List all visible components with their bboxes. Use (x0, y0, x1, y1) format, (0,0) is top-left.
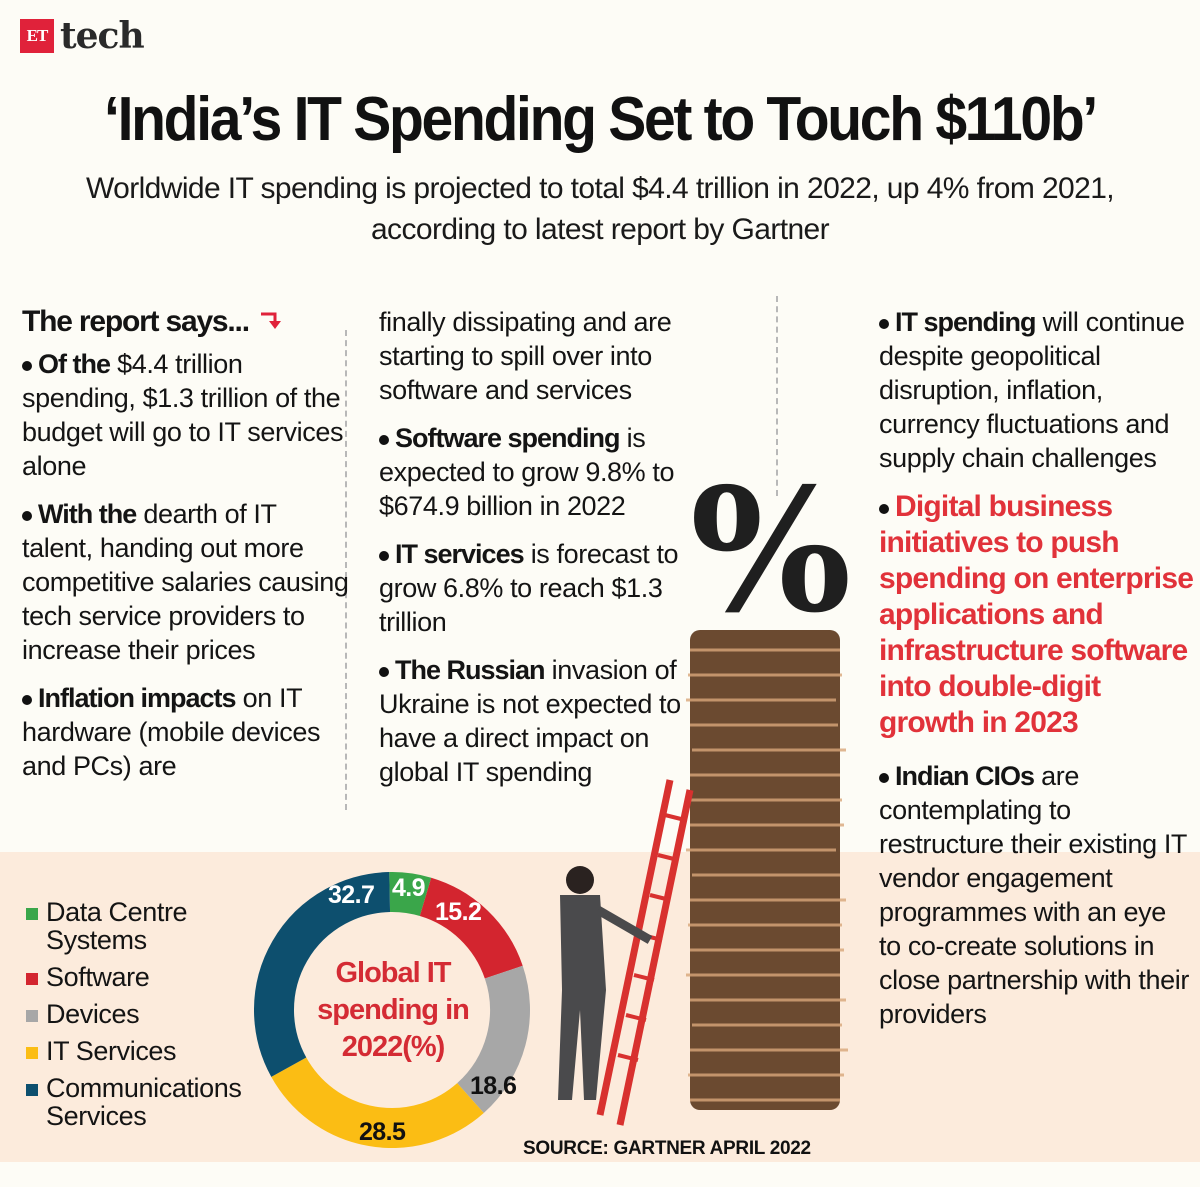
donut-chart (254, 872, 530, 1148)
legend-swatch-red (26, 973, 38, 985)
svg-text:%: % (690, 470, 852, 651)
bullet-icon (22, 361, 32, 371)
coin-stack-ladder-illustration: % (558, 470, 852, 1126)
bullet-icon (879, 319, 889, 329)
page-subtitle: Worldwide IT spending is projected to to… (85, 172, 1115, 246)
report-item: With the dearth of IT talent, handing ou… (22, 499, 349, 665)
logo-word: tech (60, 15, 145, 57)
bullet-icon (879, 773, 889, 783)
legend-swatch-green (26, 908, 38, 920)
red-ladder (596, 779, 694, 1126)
red-down-right-arrow-icon (259, 305, 283, 339)
report-item: IT services is forecast to grow 6.8% to … (379, 539, 679, 637)
legend-swatch-grey (26, 1010, 38, 1022)
donut-segment-data-centre-systems (389, 872, 432, 917)
legend-item: Software (26, 963, 256, 991)
donut-center-label: Global IT spending in 2022(%) (317, 957, 470, 1063)
segment-label-comm: 32.7 (328, 881, 375, 909)
donut-segment-devices (456, 965, 530, 1114)
report-heading: The report says... (22, 305, 352, 339)
segment-label-dcs: 4.9 (392, 874, 426, 902)
report-item: The Russian invasion of Ukraine is not e… (379, 655, 681, 787)
page-title: ‘India’s IT Spending Set to Touch $110b’ (104, 85, 1098, 154)
donut-segment-it-services (271, 1057, 484, 1148)
report-item: Indian CIOs are contemplating to restruc… (879, 761, 1189, 1029)
bullet-icon (379, 435, 389, 445)
report-highlight: Digital business initiatives to push spe… (879, 490, 1194, 739)
report-item: Of the $4.4 trillion spending, $1.3 tril… (22, 349, 344, 481)
et-tech-logo[interactable]: ET tech (20, 15, 145, 57)
legend-item: IT Services (26, 1037, 256, 1065)
source-credit: SOURCE: GARTNER APRIL 2022 (523, 1138, 811, 1159)
percent-sign-icon: % (690, 470, 852, 651)
donut-segment-software (419, 877, 523, 980)
donut-segment-communications-services (254, 872, 391, 1077)
report-item-continued: finally dissipating and are starting to … (379, 307, 672, 405)
segment-label-software: 15.2 (435, 898, 482, 926)
legend-swatch-navy (26, 1084, 38, 1096)
report-item: Software spending is expected to grow 9.… (379, 423, 675, 521)
segment-label-it-services: 28.5 (359, 1118, 406, 1146)
bullet-icon (379, 667, 389, 677)
legend-item: Devices (26, 1000, 256, 1028)
coin-stack (686, 630, 848, 1110)
bullet-icon (379, 551, 389, 561)
bullet-icon (22, 695, 32, 705)
chart-legend: Data Centre Systems Software Devices IT … (26, 898, 256, 1139)
segment-label-devices: 18.6 (470, 1072, 517, 1100)
logo-mark: ET (20, 19, 54, 53)
legend-swatch-yellow (26, 1047, 38, 1059)
report-column-1: The report says... Of the $4.4 trillion … (22, 305, 352, 797)
legend-item: Data Centre Systems (26, 898, 256, 954)
legend-item: Communications Services (26, 1074, 256, 1130)
report-item: Inflation impacts on IT hardware (mobile… (22, 683, 321, 781)
report-column-3: IT spending will continue despite geopol… (879, 305, 1194, 1045)
businessman-figure (558, 866, 653, 1100)
bullet-icon (879, 504, 889, 514)
column-divider (345, 330, 347, 810)
bullet-icon (22, 511, 32, 521)
report-item: IT spending will continue despite geopol… (879, 307, 1185, 473)
report-column-2: finally dissipating and are starting to … (379, 305, 709, 803)
column-divider (776, 296, 778, 496)
